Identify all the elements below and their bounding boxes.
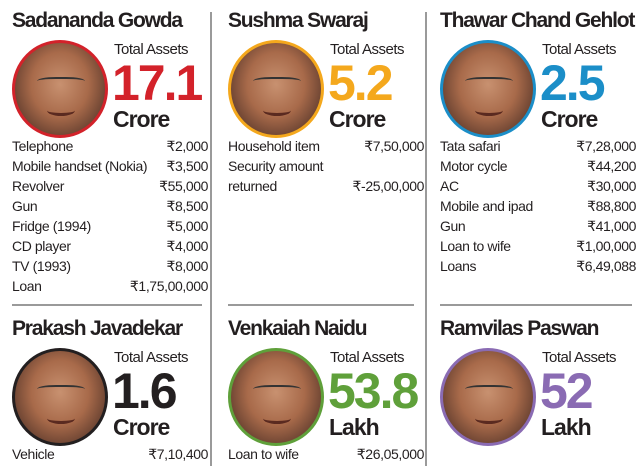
- asset-label: CD player: [12, 238, 71, 254]
- minister-name: Thawar Chand Gehlot: [440, 9, 635, 32]
- asset-row: TV (1993) ₹8,000: [12, 256, 208, 276]
- asset-value: ₹3,500: [166, 158, 208, 174]
- total-assets-label: Total Assets: [330, 349, 405, 366]
- asset-label: Motor cycle: [440, 158, 508, 174]
- asset-row: Gun ₹41,000: [440, 216, 636, 236]
- row-divider: [440, 304, 632, 306]
- asset-value: ₹44,200: [587, 158, 636, 174]
- asset-label: Vehicle: [12, 446, 55, 462]
- asset-value: ₹8,500: [166, 198, 208, 214]
- asset-list: Tata safari ₹7,28,000 Motor cycle ₹44,200 AC…: [440, 136, 636, 276]
- total-assets-unit: Crore: [329, 106, 386, 132]
- asset-label: Tata safari: [440, 138, 501, 154]
- asset-row: Mobile handset (Nokia) ₹3,500: [12, 156, 208, 176]
- asset-row: Telephone ₹2,000: [12, 136, 208, 156]
- asset-label: Loan to wife: [440, 238, 511, 254]
- asset-value: ₹7,50,000: [364, 138, 424, 154]
- asset-row: CD player ₹4,000: [12, 236, 208, 256]
- total-assets-unit: Crore: [113, 414, 170, 440]
- asset-row: Loan to wife ₹26,05,000: [228, 444, 424, 464]
- row-divider: [12, 304, 202, 306]
- asset-value: ₹88,800: [587, 198, 636, 214]
- asset-label: Telephone: [12, 138, 74, 154]
- total-assets-unit: Lakh: [541, 414, 592, 440]
- asset-value: ₹1,75,00,000: [129, 278, 208, 294]
- asset-row: Revolver ₹55,000: [12, 176, 208, 196]
- asset-label: Loan to wife: [228, 446, 299, 462]
- asset-row: Gun ₹8,500: [12, 196, 208, 216]
- asset-label: TV (1993): [12, 258, 71, 274]
- total-assets-label: Total Assets: [330, 41, 405, 58]
- total-assets-amount: 5.2: [328, 55, 394, 111]
- asset-value: ₹41,000: [587, 218, 636, 234]
- total-assets-amount: 52: [540, 363, 594, 419]
- asset-label: Gun: [440, 218, 466, 234]
- asset-row: AC ₹30,000: [440, 176, 636, 196]
- total-assets-label: Total Assets: [114, 349, 189, 366]
- asset-row: Loans ₹6,49,088: [440, 256, 636, 276]
- asset-value: ₹-25,00,000: [352, 178, 425, 194]
- minister-name: Ramvilas Paswan: [440, 317, 599, 340]
- asset-row: Loan ₹1,75,00,000: [12, 276, 208, 296]
- asset-value: ₹8,000: [166, 258, 208, 274]
- asset-list: Household item ₹7,50,000 Security amount r…: [228, 136, 424, 196]
- asset-label: Mobile and ipad: [440, 198, 533, 214]
- minister-photo: [228, 348, 324, 446]
- asset-value: ₹55,000: [159, 178, 208, 194]
- asset-list: Vehicle ₹7,10,400: [12, 444, 208, 464]
- asset-row: Mobile and ipad ₹88,800: [440, 196, 636, 216]
- asset-value: ₹7,28,000: [576, 138, 636, 154]
- total-assets-label: Total Assets: [542, 41, 617, 58]
- minister-photo: [228, 40, 324, 138]
- asset-list: Telephone ₹2,000 Mobile handset (Nokia) ₹3,…: [12, 136, 208, 296]
- total-assets-label: Total Assets: [542, 349, 617, 366]
- minister-photo: [440, 40, 536, 138]
- minister-name: Prakash Javadekar: [12, 317, 183, 340]
- asset-label: AC: [440, 178, 459, 194]
- minister-name: Sushma Swaraj: [228, 9, 369, 32]
- asset-row: Loan to wife ₹1,00,000: [440, 236, 636, 256]
- asset-label: Revolver: [12, 178, 65, 194]
- minister-photo: [12, 348, 108, 446]
- asset-value: ₹4,000: [166, 238, 208, 254]
- total-assets-amount: 1.6: [112, 363, 178, 419]
- asset-row: Security amount returned ₹-25,00,000: [228, 156, 424, 196]
- asset-value: ₹1,00,000: [576, 238, 636, 254]
- asset-row: Fridge (1994) ₹5,000: [12, 216, 208, 236]
- total-assets-amount: 2.5: [540, 55, 606, 111]
- asset-label: Security amount returned: [228, 158, 324, 194]
- asset-label: Loan: [12, 278, 42, 294]
- minister-name: Venkaiah Naidu: [228, 317, 368, 340]
- asset-label: Loans: [440, 258, 477, 274]
- total-assets-unit: Lakh: [329, 414, 380, 440]
- minister-photo: [440, 348, 536, 446]
- asset-value: ₹26,05,000: [356, 446, 425, 462]
- asset-value: ₹7,10,400: [148, 446, 208, 462]
- total-assets-unit: Crore: [541, 106, 598, 132]
- column-divider: [425, 12, 427, 466]
- asset-value: ₹5,000: [166, 218, 208, 234]
- asset-row: Motor cycle ₹44,200: [440, 156, 636, 176]
- asset-row: Vehicle ₹7,10,400: [12, 444, 208, 464]
- asset-row: Household item ₹7,50,000: [228, 136, 424, 156]
- column-divider: [210, 12, 212, 466]
- total-assets-amount: 53.8: [328, 363, 419, 419]
- asset-value: ₹6,49,088: [576, 258, 636, 274]
- total-assets-label: Total Assets: [114, 41, 189, 58]
- asset-value: ₹30,000: [587, 178, 636, 194]
- asset-label: Gun: [12, 198, 38, 214]
- asset-value: ₹2,000: [166, 138, 208, 154]
- row-divider: [228, 304, 414, 306]
- total-assets-amount: 17.1: [112, 55, 203, 111]
- minister-name: Sadananda Gowda: [12, 9, 183, 32]
- total-assets-unit: Crore: [113, 106, 170, 132]
- asset-label: Household item: [228, 138, 320, 154]
- asset-label: Fridge (1994): [12, 218, 91, 234]
- asset-list: Loan to wife ₹26,05,000: [228, 444, 424, 464]
- minister-photo: [12, 40, 108, 138]
- asset-row: Tata safari ₹7,28,000: [440, 136, 636, 156]
- asset-label: Mobile handset (Nokia): [12, 158, 148, 174]
